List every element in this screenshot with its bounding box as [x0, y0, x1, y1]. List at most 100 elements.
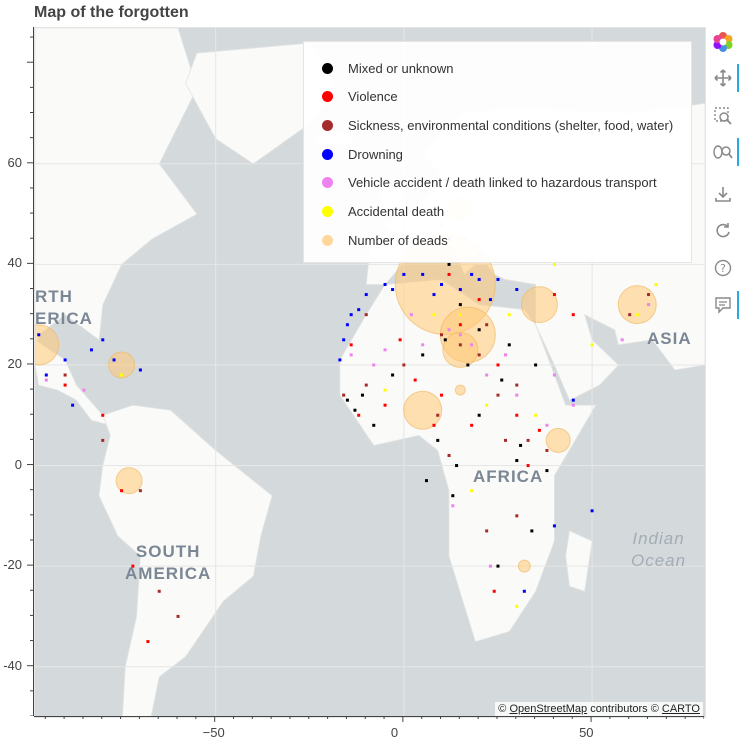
point-3-23 [590, 509, 594, 513]
deaths-circle-4 [617, 285, 657, 325]
pan-icon[interactable] [709, 64, 739, 92]
point-3-22 [571, 398, 575, 402]
legend-swatch [322, 206, 333, 217]
legend-item[interactable]: Sickness, environmental conditions (shel… [322, 115, 673, 135]
point-1-12 [63, 383, 67, 387]
y-tick-label--20: -20 [3, 557, 22, 573]
point-1-1 [383, 403, 387, 407]
point-4-20 [372, 363, 376, 367]
point-4-1 [383, 348, 387, 352]
legend-swatch [322, 148, 333, 160]
point-4-8 [545, 423, 549, 427]
hover-icon[interactable] [709, 291, 739, 319]
point-4-5 [470, 343, 474, 347]
point-2-5 [477, 353, 481, 357]
point-2-23 [436, 413, 440, 417]
point-2-4 [458, 343, 462, 347]
point-3-2 [342, 338, 346, 342]
point-4-14 [647, 303, 651, 307]
box-zoom-icon[interactable] [709, 102, 737, 130]
point-3-8 [458, 288, 462, 292]
point-2-7 [515, 383, 519, 387]
point-5-6 [534, 413, 538, 417]
legend-item[interactable]: Vehicle accident / death linked to hazar… [322, 173, 657, 193]
point-3-5 [402, 272, 406, 276]
point-0-11 [545, 469, 549, 473]
point-2-20 [364, 313, 368, 317]
point-2-1 [364, 383, 368, 387]
point-3-7 [440, 282, 444, 286]
point-1-3 [440, 393, 444, 397]
point-2-16 [101, 438, 105, 442]
point-3-25 [391, 288, 395, 292]
map-label-indian-ocean: Indian Ocean [631, 529, 687, 570]
point-5-5 [458, 313, 462, 317]
point-1-19 [432, 423, 436, 427]
point-0-14 [455, 464, 459, 468]
point-1-9 [537, 428, 541, 432]
legend-swatch [322, 91, 333, 103]
openstreetmap-link[interactable]: OpenStreetMap [509, 703, 588, 715]
x-tick-label--50: −50 [202, 725, 225, 740]
point-0-22 [458, 303, 462, 307]
point-3-14 [112, 358, 116, 362]
legend-swatch [322, 177, 333, 189]
carto-link[interactable]: CARTO [661, 703, 700, 715]
point-3-12 [101, 338, 105, 342]
point-4-4 [458, 333, 462, 337]
point-2-2 [402, 363, 406, 367]
point-1-6 [496, 363, 500, 367]
legend-item[interactable]: Drowning [322, 144, 403, 164]
point-2-12 [447, 453, 451, 457]
point-1-14 [131, 564, 135, 568]
legend-item[interactable]: Mixed or unknown [322, 58, 454, 78]
save-icon[interactable] [709, 180, 737, 208]
map-label-north-america: RTH ERICA [35, 287, 93, 328]
point-2-19 [647, 293, 651, 297]
y-tick-label-60: 60 [7, 154, 22, 170]
point-5-0 [432, 313, 436, 317]
legend-swatch [322, 62, 333, 74]
wheel-zoom-icon[interactable] [709, 138, 739, 166]
bokeh-logo-icon[interactable] [709, 28, 737, 56]
point-4-11 [488, 564, 492, 568]
point-1-15 [571, 313, 575, 317]
point-2-15 [176, 614, 180, 618]
map-plot-area[interactable]: RTH ERICA SOUTH AMERICA AFRICA ASIA Indi… [34, 27, 706, 718]
point-0-9 [519, 443, 523, 447]
point-5-1 [507, 313, 511, 317]
point-2-18 [628, 313, 632, 317]
y-tick-label-40: 40 [7, 255, 22, 271]
legend-item[interactable]: Violence [322, 87, 398, 107]
legend-item[interactable]: Accidental death [322, 202, 444, 222]
legend-item[interactable]: Number of deads [322, 230, 448, 250]
point-4-23 [552, 373, 556, 377]
point-5-7 [120, 373, 124, 377]
deaths-circle-12 [517, 559, 531, 573]
point-2-21 [485, 323, 489, 327]
point-5-10 [654, 282, 658, 286]
point-0-4 [451, 494, 455, 498]
point-3-29 [63, 358, 67, 362]
help-icon[interactable]: ? [709, 254, 737, 282]
attribution-prefix: © [498, 703, 507, 715]
legend-swatch [322, 234, 333, 246]
point-4-9 [571, 403, 575, 407]
point-1-0 [357, 413, 361, 417]
point-1-22 [470, 423, 474, 427]
point-1-17 [492, 589, 496, 593]
legend-label: Violence [348, 89, 398, 105]
reset-icon[interactable] [709, 216, 737, 244]
grid-lines [35, 28, 705, 717]
point-0-8 [477, 413, 481, 417]
point-0-17 [447, 262, 451, 266]
point-3-1 [349, 313, 353, 317]
y-tick-label-20: 20 [7, 355, 22, 371]
point-2-22 [504, 438, 508, 442]
point-2-3 [440, 333, 444, 337]
point-0-5 [421, 353, 425, 357]
point-4-15 [620, 338, 624, 342]
y-tick-label-0: 0 [14, 456, 22, 472]
point-3-4 [383, 282, 387, 286]
deaths-circle-2 [442, 331, 479, 368]
